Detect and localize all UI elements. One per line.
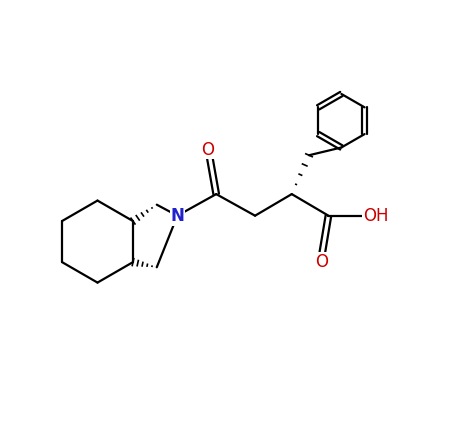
Text: O: O — [316, 253, 328, 271]
Text: O: O — [201, 141, 214, 159]
Text: OH: OH — [363, 207, 389, 225]
Text: N: N — [170, 207, 184, 225]
